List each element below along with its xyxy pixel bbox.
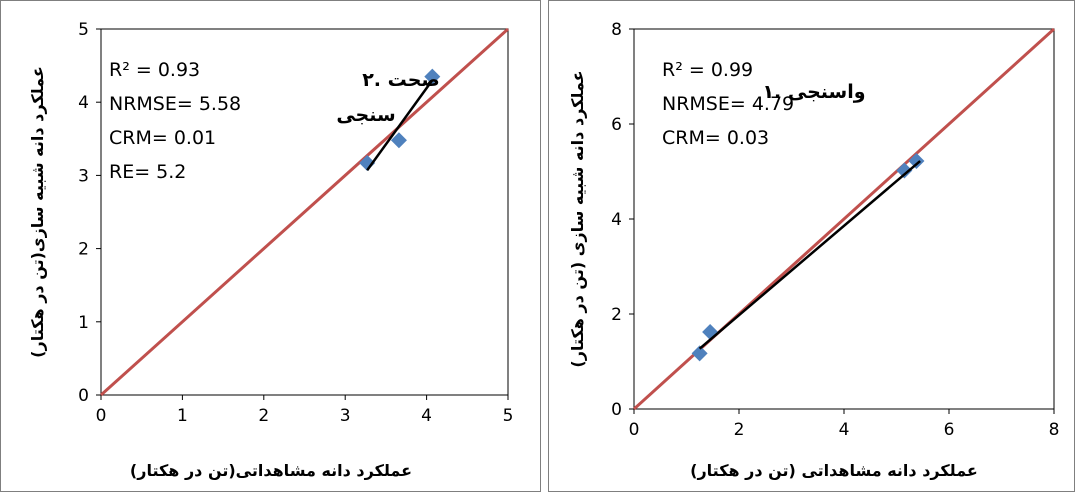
y-axis-label: عملکرد دانه شبیه سازی(تن در هکتار): [28, 66, 47, 358]
one-to-one-line: [99, 27, 510, 397]
stats-annotation-line: NRMSE= 5.58: [109, 93, 241, 115]
x-tick-label: 4: [421, 406, 432, 426]
data-point: [390, 132, 407, 149]
x-tick-label: 2: [258, 406, 269, 426]
x-axis-label: عملکرد دانه مشاهداتی(تن در هکتار): [130, 461, 412, 480]
data-point: [359, 154, 376, 171]
y-tick-label: 2: [611, 305, 622, 325]
y-tick-label: 0: [611, 400, 622, 420]
y-tick-label: 2: [78, 240, 89, 260]
right-chart-panel: 0 2 4 6 8 0 2 4 6 8 R² = 0.99 NRMSE= 4.79 CRM= 0.03 ۱…: [548, 0, 1075, 492]
y-tick-label: 8: [611, 20, 622, 40]
x-tick-label: 0: [629, 420, 640, 440]
data-point: [908, 153, 925, 170]
trend-line: [366, 79, 434, 172]
x-tick-label: 8: [1049, 420, 1060, 440]
y-tick-label: 6: [611, 115, 622, 135]
plot-area-frame: [100, 28, 509, 396]
y-tick-label: 1: [78, 313, 89, 333]
y-tick-label: 3: [78, 166, 89, 186]
y-tick-label: 0: [78, 386, 89, 406]
x-tick-label: 1: [177, 406, 188, 426]
chart-title: ۱. واسنجی: [762, 81, 865, 103]
data-point: [691, 345, 708, 362]
x-tick-label: 4: [839, 420, 850, 440]
y-tick-label: 5: [78, 20, 89, 40]
left-chart-panel: 0 1 2 3 4 5 0 1 2 3 4 5 R² = 0.93 NRMSE= 5.58 CRM= 0.0…: [0, 0, 541, 492]
x-tick-label: 0: [96, 406, 107, 426]
stats-annotation-line: R² = 0.93: [109, 59, 200, 81]
chart-title-line: ۲. صحت: [362, 69, 440, 91]
x-axis-label: عملکرد دانه مشاهداتی (تن در هکتار): [690, 461, 978, 480]
x-tick-label: 5: [503, 406, 514, 426]
y-tick-label: 4: [78, 93, 89, 113]
stats-annotation-line: CRM= 0.01: [109, 127, 216, 149]
x-tick-label: 6: [944, 420, 955, 440]
y-axis-label: عملکرد دانه شبیه سازی (تن در هکتار): [568, 70, 587, 367]
stats-annotation-line: R² = 0.99: [662, 59, 753, 81]
x-tick-label: 2: [734, 420, 745, 440]
x-tick-label: 3: [340, 406, 351, 426]
stats-annotation-line: NRMSE= 4.79: [662, 93, 794, 115]
stats-annotation-line: CRM= 0.03: [662, 127, 769, 149]
validation-chart: 0 1 2 3 4 5 0 1 2 3 4 5 R² = 0.93 NRMSE= 5.58 CRM= 0.0…: [28, 20, 514, 480]
y-tick-label: 4: [611, 210, 622, 230]
data-point: [424, 68, 441, 85]
trend-line: [698, 160, 921, 350]
data-point: [702, 324, 719, 341]
calibration-chart: 0 2 4 6 8 0 2 4 6 8 R² = 0.99 NRMSE= 4.79 CRM= 0.03 ۱…: [568, 20, 1060, 480]
chart-title-line: سنجی: [336, 104, 395, 126]
stats-annotation-line: RE= 5.2: [109, 161, 186, 183]
data-point: [896, 162, 913, 179]
